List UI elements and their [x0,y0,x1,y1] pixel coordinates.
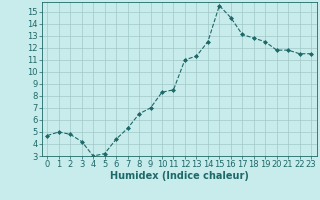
X-axis label: Humidex (Indice chaleur): Humidex (Indice chaleur) [110,171,249,181]
